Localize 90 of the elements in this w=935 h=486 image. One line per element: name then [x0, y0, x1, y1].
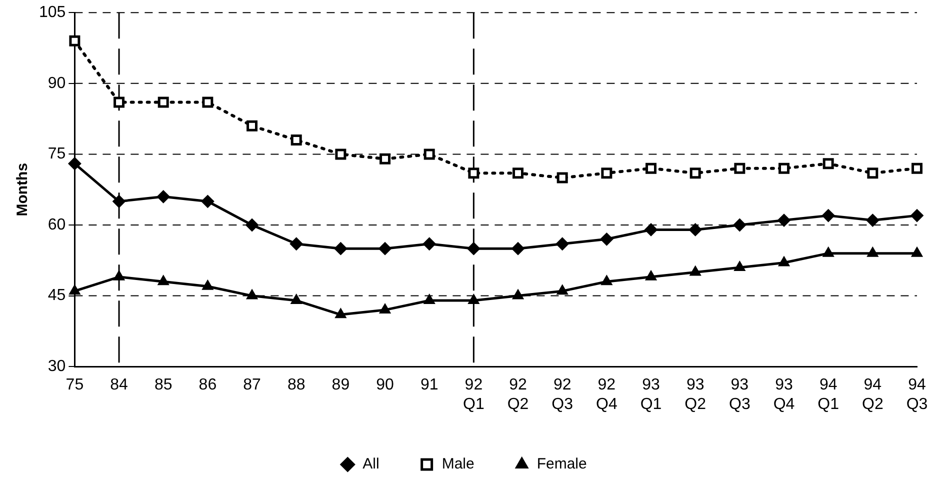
x-tick-label: 87	[243, 376, 262, 394]
point	[822, 209, 835, 222]
x-tick-label: 93 Q1	[640, 376, 662, 413]
point	[600, 275, 612, 286]
point	[335, 148, 346, 160]
point	[112, 194, 126, 208]
point	[380, 153, 391, 164]
point	[733, 218, 746, 232]
point	[202, 96, 214, 108]
point	[202, 280, 214, 290]
point	[69, 35, 80, 46]
point	[556, 284, 568, 295]
point	[68, 157, 82, 170]
point	[201, 194, 214, 208]
point	[467, 242, 480, 256]
point	[424, 148, 435, 160]
point	[158, 275, 170, 286]
point	[468, 294, 480, 304]
point	[290, 134, 302, 146]
y-tick-label: 105	[38, 4, 66, 22]
legend-label: Male	[442, 456, 474, 473]
point	[422, 237, 436, 250]
x-tick-label: 94 Q1	[818, 376, 840, 413]
point	[246, 289, 258, 300]
point	[378, 242, 392, 256]
point	[113, 270, 125, 280]
point	[556, 172, 568, 184]
point	[379, 303, 391, 314]
y-axis-title: Months	[14, 162, 32, 216]
x-tick-label: 88	[287, 376, 306, 394]
point	[556, 237, 569, 250]
x-tick-label: 92 Q1	[463, 376, 484, 413]
x-tick-label: 85	[154, 376, 172, 394]
point	[468, 168, 480, 179]
point	[866, 214, 880, 227]
point	[512, 168, 524, 179]
x-tick-label: 91	[420, 376, 438, 394]
point	[246, 120, 258, 132]
x-tick-label: 90	[376, 376, 394, 394]
point	[601, 168, 612, 179]
point	[688, 223, 702, 236]
y-tick-label: 60	[48, 216, 66, 234]
point	[822, 246, 834, 257]
point	[734, 162, 746, 174]
x-tick-label: 94 Q3	[906, 376, 928, 413]
point	[158, 96, 169, 108]
point	[645, 270, 657, 280]
point	[734, 260, 746, 271]
x-tick-label: 92 Q3	[552, 376, 574, 413]
point	[778, 162, 790, 174]
point	[334, 308, 346, 318]
legend-label: All	[362, 456, 380, 473]
x-tick-label: 92 Q4	[596, 376, 618, 413]
x-tick-label: 94 Q2	[862, 376, 884, 413]
point	[512, 242, 525, 256]
point	[114, 96, 125, 108]
x-tick-label: 93 Q4	[773, 376, 795, 413]
point	[644, 223, 658, 236]
point	[290, 237, 303, 250]
y-tick-label: 30	[48, 358, 66, 376]
x-tick-label: 75	[66, 376, 84, 394]
point	[334, 242, 348, 256]
point	[424, 294, 436, 304]
point	[778, 256, 790, 266]
point	[156, 190, 170, 204]
point	[867, 168, 878, 179]
point	[646, 162, 656, 174]
point	[600, 232, 614, 246]
x-tick-label: 93 Q2	[684, 376, 706, 413]
y-tick-label: 45	[48, 287, 66, 304]
point	[822, 158, 834, 170]
point	[290, 294, 302, 304]
y-tick-label: 75	[48, 146, 66, 163]
point	[910, 209, 924, 222]
x-tick-label: 92 Q2	[507, 376, 529, 413]
point	[911, 246, 923, 257]
point	[69, 284, 80, 295]
y-tick-label: 90	[48, 74, 66, 92]
x-tick-label: 93 Q3	[729, 376, 750, 413]
point	[912, 162, 922, 174]
point	[512, 289, 524, 300]
point	[778, 214, 791, 227]
x-tick-label: 86	[198, 376, 217, 394]
x-tick-label: 84	[110, 376, 128, 394]
legend-label: Female	[536, 456, 587, 473]
point	[690, 266, 702, 276]
x-tick-label: 89	[332, 376, 350, 394]
point	[690, 168, 701, 179]
point	[246, 218, 259, 232]
point	[866, 246, 878, 257]
